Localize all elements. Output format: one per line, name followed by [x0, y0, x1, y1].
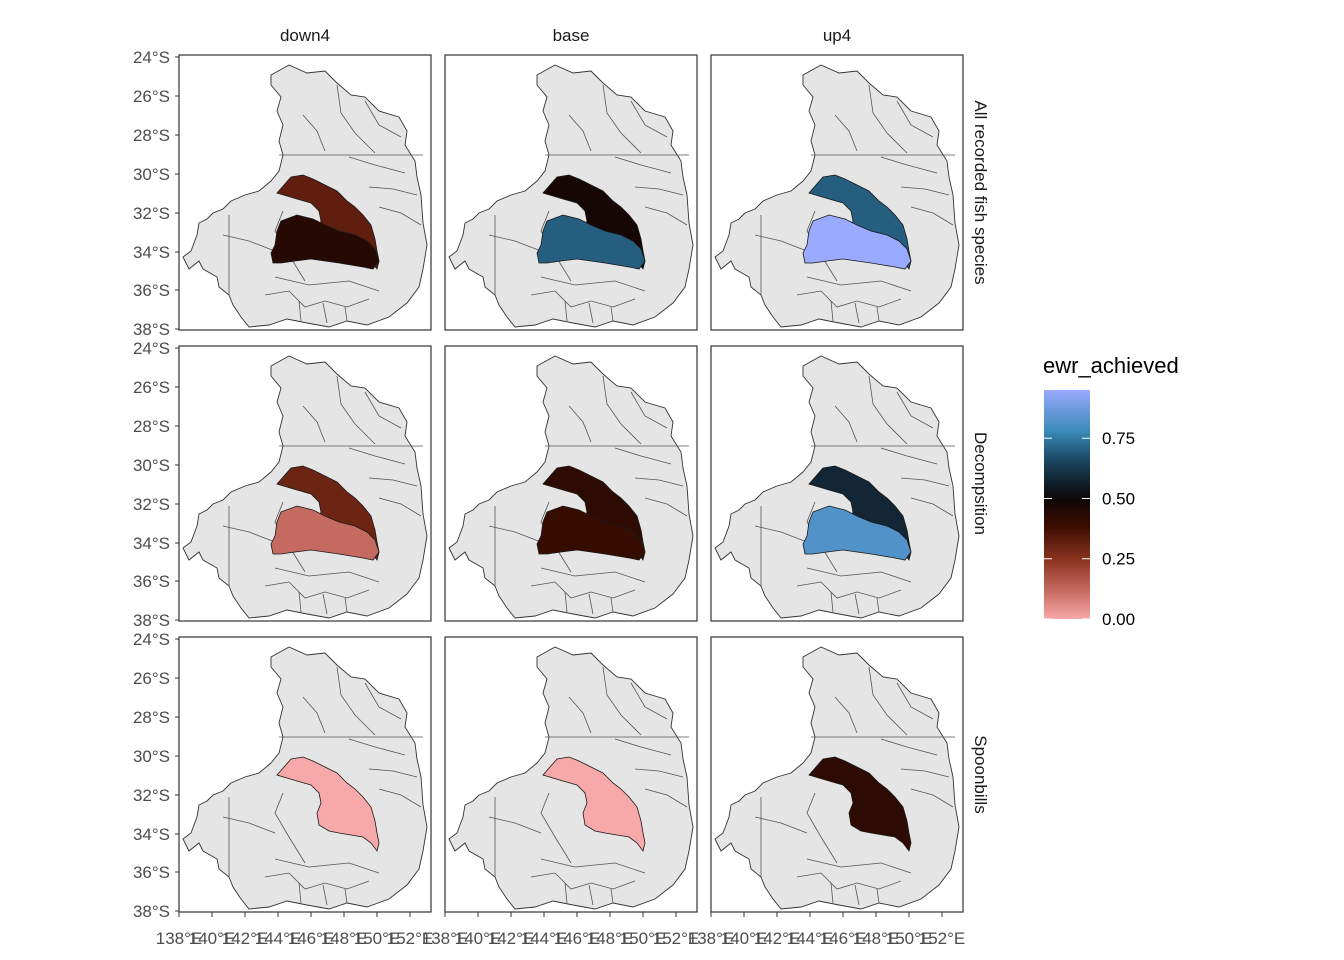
- x-tick-label: 142°E: [488, 929, 535, 948]
- y-tick-label: 30°S: [133, 456, 170, 475]
- y-tick-label: 36°S: [133, 281, 170, 300]
- y-tick-label: 36°S: [133, 572, 170, 591]
- region-north-fill: [276, 756, 380, 852]
- x-tick-label: 144°E: [255, 929, 302, 948]
- x-tick-label: 146°E: [820, 929, 867, 948]
- y-tick-label: 30°S: [133, 165, 170, 184]
- y-tick-label: 28°S: [133, 708, 170, 727]
- legend-tick-label: 0.25: [1102, 550, 1135, 569]
- y-tick-label: 38°S: [133, 611, 170, 630]
- map-panel-base-spoonbills: [444, 636, 698, 913]
- y-tick-label: 26°S: [133, 87, 170, 106]
- basin-map: [714, 355, 960, 619]
- map-panel-down4-spoonbills: [178, 636, 432, 913]
- y-tick-label: 32°S: [133, 786, 170, 805]
- x-tick-label: 150°E: [886, 929, 933, 948]
- y-tick-label: 30°S: [133, 747, 170, 766]
- y-tick-label: 24°S: [133, 630, 170, 649]
- column-strip-label: up4: [823, 26, 851, 45]
- basin-map: [182, 355, 428, 619]
- row-strip-label: All recorded fish species: [971, 100, 990, 284]
- x-tick-label: 138°E: [156, 929, 203, 948]
- region-north-fill: [542, 756, 646, 852]
- x-tick-label: 152°E: [653, 929, 700, 948]
- basin-map: [182, 64, 428, 328]
- y-tick-label: 32°S: [133, 495, 170, 514]
- y-tick-label: 26°S: [133, 378, 170, 397]
- x-tick-label: 146°E: [288, 929, 335, 948]
- x-tick-label: 150°E: [354, 929, 401, 948]
- map-panel-base-all: [444, 54, 698, 331]
- map-panel-down4-decompsition: [178, 345, 432, 622]
- facet-grid: down4 base up4 All recorded fish species Dec…: [133, 26, 990, 948]
- y-tick-label: 34°S: [133, 825, 170, 844]
- x-tick-label: 138°E: [422, 929, 469, 948]
- basin-map: [714, 64, 960, 328]
- basin-map: [448, 64, 694, 328]
- column-strip-label: base: [553, 26, 590, 45]
- y-tick-label: 24°S: [133, 339, 170, 358]
- map-panel-up4-spoonbills: [710, 636, 964, 913]
- x-tick-label: 148°E: [321, 929, 368, 948]
- x-tick-label: 148°E: [853, 929, 900, 948]
- map-panel-base-decompsition: [444, 345, 698, 622]
- region-north-fill: [808, 756, 912, 852]
- x-tick-label: 146°E: [554, 929, 601, 948]
- region-south-fill: [802, 214, 912, 270]
- y-tick-label: 38°S: [133, 320, 170, 339]
- y-tick-label: 28°S: [133, 417, 170, 436]
- y-tick-label: 28°S: [133, 126, 170, 145]
- x-tick-label: 144°E: [787, 929, 834, 948]
- y-tick-label: 38°S: [133, 902, 170, 921]
- x-tick-label: 152°E: [387, 929, 434, 948]
- x-tick-label: 140°E: [455, 929, 502, 948]
- column-strip-label: down4: [280, 26, 330, 45]
- legend-colorbar: [1044, 390, 1090, 619]
- y-tick-label: 34°S: [133, 243, 170, 262]
- x-tick-label: 150°E: [620, 929, 667, 948]
- x-tick-label: 140°E: [721, 929, 768, 948]
- x-tick-label: 142°E: [222, 929, 269, 948]
- row-strip-label: Spoonbills: [971, 735, 990, 813]
- map-panel-down4-all: [178, 54, 432, 331]
- x-tick-label: 152°E: [919, 929, 966, 948]
- y-tick-label: 36°S: [133, 863, 170, 882]
- x-tick-label: 140°E: [189, 929, 236, 948]
- y-tick-label: 26°S: [133, 669, 170, 688]
- x-tick-label: 142°E: [754, 929, 801, 948]
- legend-tick-label: 0.00: [1102, 610, 1135, 629]
- y-tick-label: 34°S: [133, 534, 170, 553]
- basin-map: [182, 646, 428, 910]
- color-legend: ewr_achieved 0.00 0.25 0.50 0.75: [1043, 353, 1179, 629]
- y-tick-label: 24°S: [133, 48, 170, 67]
- map-panel-up4-decompsition: [710, 345, 964, 622]
- region-south-fill: [802, 505, 912, 561]
- basin-map: [448, 355, 694, 619]
- region-south-fill: [270, 214, 380, 270]
- legend-tick-label: 0.50: [1102, 489, 1135, 508]
- legend-title: ewr_achieved: [1043, 353, 1179, 378]
- y-tick-label: 32°S: [133, 204, 170, 223]
- region-south-fill: [536, 214, 646, 270]
- region-south-fill: [536, 505, 646, 561]
- x-tick-label: 144°E: [521, 929, 568, 948]
- legend-tick-label: 0.75: [1102, 429, 1135, 448]
- map-panel-up4-all: [710, 54, 964, 331]
- region-south-fill: [270, 505, 380, 561]
- basin-map: [448, 646, 694, 910]
- row-strip-label: Decompsition: [971, 432, 990, 535]
- basin-map: [714, 646, 960, 910]
- x-tick-label: 138°E: [688, 929, 735, 948]
- x-tick-label: 148°E: [587, 929, 634, 948]
